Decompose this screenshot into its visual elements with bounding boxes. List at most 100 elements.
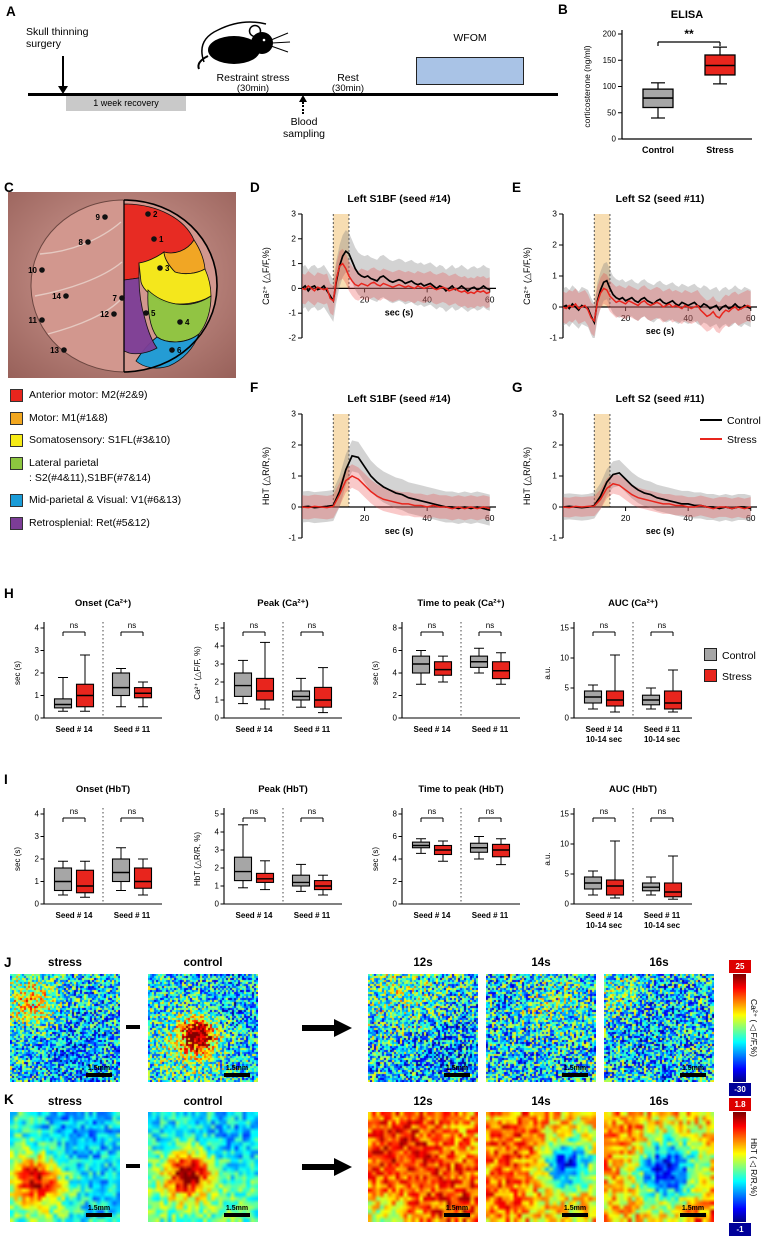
svg-text:3: 3 — [215, 846, 220, 855]
wfom-box — [416, 57, 524, 85]
svg-text:60: 60 — [746, 313, 756, 323]
svg-text:sec (s): sec (s) — [13, 661, 22, 685]
svg-text:6: 6 — [393, 646, 398, 655]
svg-text:0: 0 — [552, 302, 557, 312]
svg-text:ns: ns — [250, 621, 258, 630]
legend-item: Somatosensory: S1FL(#3&10) — [10, 433, 256, 448]
scale-bar-label: 1.5mm — [563, 1205, 587, 1212]
scale-bar: 1.5mm — [444, 1205, 470, 1217]
restraint-duration: (30min) — [236, 83, 270, 94]
svg-text:10: 10 — [28, 266, 37, 275]
svg-text:0: 0 — [552, 502, 557, 512]
svg-text:Seed # 14: Seed # 14 — [236, 725, 273, 734]
heatmap-canvas — [486, 1112, 596, 1222]
svg-text:Control: Control — [642, 145, 674, 155]
legend-text: Mid-parietal & Visual: V1(#6&13) — [29, 494, 182, 507]
legend-text: Retrosplenial: Ret(#5&12) — [29, 517, 150, 530]
svg-text:2: 2 — [35, 855, 40, 864]
colorbar-k-label: HbT (△R/R,%) — [749, 1137, 759, 1197]
svg-text:40: 40 — [422, 294, 432, 304]
svg-text:6: 6 — [177, 346, 182, 355]
scale-bar-label: 1.5mm — [87, 1065, 111, 1072]
svg-text:Time to peak (Ca²⁺): Time to peak (Ca²⁺) — [417, 598, 504, 609]
heatmap-stress: 1.5mm — [10, 974, 120, 1082]
svg-text:sec (s): sec (s) — [371, 847, 380, 871]
heatmap-canvas — [486, 974, 596, 1082]
svg-text:Time to peak (HbT): Time to peak (HbT) — [418, 784, 503, 795]
svg-text:Onset (Ca²⁺): Onset (Ca²⁺) — [75, 598, 131, 609]
svg-text:7: 7 — [113, 294, 118, 303]
box-legend-control-label: Control — [722, 650, 756, 662]
map-label-16s: 16s — [649, 957, 669, 969]
svg-text:HbT (△R/R,%): HbT (△R/R,%) — [261, 447, 271, 505]
svg-text:Left S2 (seed #11): Left S2 (seed #11) — [616, 193, 705, 205]
svg-text:sec (s): sec (s) — [371, 661, 380, 685]
svg-text:1: 1 — [35, 691, 40, 700]
svg-text:60: 60 — [746, 513, 756, 523]
svg-text:6: 6 — [393, 832, 398, 841]
svg-text:1: 1 — [291, 471, 296, 481]
heatmap-14s: 1.5mm — [486, 974, 596, 1082]
blood-label-line2: sampling — [282, 128, 326, 141]
panel-d-label: D — [250, 180, 260, 195]
panel-g-label: G — [512, 380, 523, 395]
svg-text:ns: ns — [70, 621, 78, 630]
svg-text:4: 4 — [35, 810, 40, 819]
svg-text:4: 4 — [393, 669, 398, 678]
heatmap-canvas — [148, 974, 258, 1082]
svg-text:5: 5 — [565, 870, 570, 879]
svg-text:40: 40 — [683, 313, 693, 323]
map-label-stress: stress — [48, 957, 82, 969]
ttp-hbt-chart: Time to peak (HbT) 0 2 4 6 8 sec (s) ns Seed # 1… — [368, 780, 528, 955]
svg-text:-1: -1 — [288, 533, 296, 543]
ttp-ca-chart: Time to peak (Ca²⁺) 0 2 4 6 8 sec (s) ns Seed # … — [368, 594, 528, 769]
svg-text:10-14 sec: 10-14 sec — [644, 735, 681, 744]
svg-text:Onset (HbT): Onset (HbT) — [76, 784, 130, 795]
panel-k-label: K — [4, 1092, 14, 1107]
minus-sign-icon — [126, 1164, 140, 1168]
colorbar-max-chip: 1.8 — [729, 1098, 751, 1111]
svg-text:0: 0 — [565, 900, 570, 909]
scale-bar: 1.5mm — [86, 1205, 112, 1217]
svg-text:11: 11 — [29, 316, 38, 325]
scale-bar-label: 1.5mm — [445, 1065, 469, 1072]
e-svg: Left S2 (seed #11) 3 2 1 0 -1 20 40 60 Ca²⁺ (△F/F… — [522, 193, 757, 343]
h_ttp-svg: Time to peak (Ca²⁺) 0 2 4 6 8 sec (s) ns Seed # … — [371, 598, 520, 734]
legend-item: Retrosplenial: Ret(#5&12) — [10, 516, 256, 531]
scale-bar-line — [680, 1213, 706, 1217]
map-label-16s: 16s — [649, 1096, 669, 1108]
surgery-label-line2: surgery — [26, 38, 62, 51]
scale-bar: 1.5mm — [224, 1205, 250, 1217]
svg-text:Seed # 11: Seed # 11 — [472, 911, 509, 920]
svg-text:10-14 sec: 10-14 sec — [586, 735, 623, 744]
svg-text:2: 2 — [153, 210, 158, 219]
svg-text:150: 150 — [603, 56, 617, 65]
legend-text: Lateral parietal: S2(#4&11),S1BF(#7&14) — [29, 457, 151, 484]
svg-text:AUC (HbT): AUC (HbT) — [609, 784, 657, 795]
svg-text:0: 0 — [291, 283, 296, 293]
heatmap-16s: 1.5mm — [604, 1112, 714, 1222]
svg-text:0: 0 — [393, 900, 398, 909]
svg-text:-1: -1 — [549, 533, 557, 543]
heatmap-12s: 1.5mm — [368, 1112, 478, 1222]
svg-text:Seed # 11: Seed # 11 — [114, 911, 151, 920]
svg-text:Seed # 14: Seed # 14 — [586, 725, 623, 734]
heatmap-canvas — [604, 974, 714, 1082]
i_ttp-svg: Time to peak (HbT) 0 2 4 6 8 sec (s) ns Seed # 1… — [371, 784, 520, 920]
panel-k: 1.8 -1 HbT (△R/R,%) stress 1.5mm control 1.… — [0, 1092, 767, 1240]
i_peak-svg: Peak (HbT) 0 1 2 3 4 5 HbT (△R/R, %) ns Seed # 14… — [193, 784, 342, 920]
svg-text:8: 8 — [79, 238, 84, 247]
panel-f-label: F — [250, 380, 259, 395]
timeline-line — [28, 93, 558, 96]
auc-ca-chart: AUC (Ca²⁺) 0 5 10 15 a.u. ns Seed # 14 10-14 sec… — [540, 594, 700, 769]
scale-bar-line — [562, 1213, 588, 1217]
stress-line-swatch — [700, 438, 722, 440]
svg-text:Seed # 14: Seed # 14 — [236, 911, 273, 920]
heatmap-12s: 1.5mm — [368, 974, 478, 1082]
scale-bar: 1.5mm — [680, 1205, 706, 1217]
svg-text:10: 10 — [560, 840, 569, 849]
scale-bar-label: 1.5mm — [87, 1205, 111, 1212]
legend-item: Mid-parietal & Visual: V1(#6&13) — [10, 493, 256, 508]
d-svg: Left S1BF (seed #14) 3 2 1 0 -1 -2 20 40 60 Ca²⁺ (… — [261, 193, 496, 343]
